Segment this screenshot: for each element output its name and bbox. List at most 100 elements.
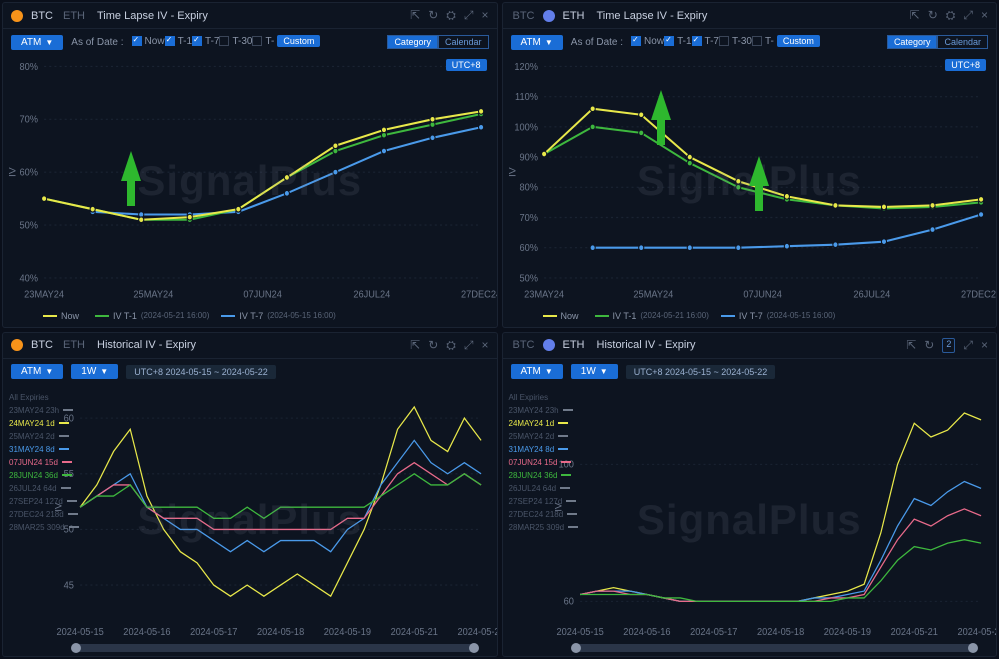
coin-tab-btc[interactable]: BTC — [29, 8, 55, 24]
svg-text:110%: 110% — [515, 92, 538, 104]
check-t-[interactable]: T-Custom — [252, 35, 320, 47]
share-icon[interactable]: ⇱ — [906, 338, 916, 353]
atm-dropdown[interactable]: ATM▼ — [511, 364, 563, 379]
coin-tab-btc[interactable]: BTC — [511, 8, 537, 24]
refresh-icon[interactable]: ↻ — [428, 8, 438, 23]
viewmode-toggle[interactable]: CategoryCalendar — [887, 35, 988, 49]
legend-item: IV T-1(2024-05-21 16:00) — [595, 311, 709, 321]
check-t-7[interactable]: T-7 — [192, 36, 219, 47]
settings-icon[interactable]: ⛭ — [946, 8, 956, 23]
coin-tab-eth[interactable]: ETH — [61, 8, 87, 24]
panel-timelapse-btc: BTC ETH Time Lapse IV - Expiry ⇱ ↻ ⛭ ⤢ ×… — [2, 2, 498, 328]
close-icon[interactable]: × — [981, 8, 988, 23]
legend: NowIV T-1(2024-05-21 16:00)IV T-7(2024-0… — [3, 307, 497, 327]
expiry-item[interactable]: 31MAY24 8d — [509, 443, 579, 456]
expiry-item[interactable]: 26JUL24 64d — [9, 482, 79, 495]
svg-text:25MAY24: 25MAY24 — [633, 289, 673, 301]
check-now[interactable]: Now — [132, 36, 165, 47]
refresh-icon[interactable]: ↻ — [428, 338, 438, 353]
viewmode-calendar[interactable]: Calendar — [937, 35, 988, 49]
svg-text:2024-05-17: 2024-05-17 — [690, 626, 737, 637]
expiry-item[interactable]: 25MAY24 2d — [9, 430, 79, 443]
expiry-item[interactable]: 27SEP24 127d — [9, 495, 79, 508]
atm-dropdown[interactable]: ATM▼ — [511, 35, 563, 50]
expiry-item[interactable]: 27SEP24 127d — [509, 495, 579, 508]
btc-dot-icon — [11, 10, 23, 22]
expiry-item[interactable]: 24MAY24 1d — [9, 417, 79, 430]
timeframe-dropdown[interactable]: 1W▼ — [71, 364, 118, 379]
coin-tab-eth[interactable]: ETH — [561, 8, 587, 24]
expiry-item[interactable]: 28JUN24 36d — [9, 469, 79, 482]
check-now[interactable]: Now — [631, 36, 664, 47]
expiry-item[interactable]: 25MAY24 2d — [509, 430, 579, 443]
count-badge: 2 — [942, 338, 955, 353]
check-t-1[interactable]: T-1 — [664, 36, 691, 47]
expiry-item[interactable]: 28MAR25 309d — [509, 521, 579, 534]
coin-tab-btc[interactable]: BTC — [511, 337, 537, 353]
legend-item: IV T-1(2024-05-21 16:00) — [95, 311, 209, 321]
expiry-item[interactable]: 27DEC24 218d — [9, 508, 79, 521]
svg-text:07JUN24: 07JUN24 — [243, 289, 282, 301]
panel-historical-btc: BTC ETH Historical IV - Expiry ⇱ ↻ ⛭ ⤢ ×… — [2, 332, 498, 658]
time-slider[interactable] — [573, 644, 977, 652]
expiry-item[interactable]: 28JUN24 36d — [509, 469, 579, 482]
svg-text:2024-05-19: 2024-05-19 — [823, 626, 870, 637]
atm-dropdown[interactable]: ATM▼ — [11, 35, 63, 50]
header-actions: ⇱ ↻ ⛭ ⤢ × — [410, 8, 488, 23]
svg-text:23MAY24: 23MAY24 — [24, 289, 64, 301]
coin-tab-btc[interactable]: BTC — [29, 337, 55, 353]
settings-icon[interactable]: ⛭ — [446, 8, 456, 23]
expiry-item[interactable]: 23MAY24 23h — [9, 404, 79, 417]
toolbar: ATM▼ 1W▼ UTC+8 2024-05-15 ~ 2024-05-22 — [3, 359, 497, 385]
legend-item: IV T-7(2024-05-15 16:00) — [221, 311, 335, 321]
svg-text:100%: 100% — [514, 122, 538, 134]
check-t-30[interactable]: T-30 — [219, 36, 252, 47]
refresh-icon[interactable]: ↻ — [924, 338, 934, 353]
expiry-item[interactable]: 07JUN24 15d — [509, 456, 579, 469]
coin-tab-eth[interactable]: ETH — [61, 337, 87, 353]
refresh-icon[interactable]: ↻ — [928, 8, 938, 23]
check-t-1[interactable]: T-1 — [165, 36, 192, 47]
svg-text:2024-05-15: 2024-05-15 — [56, 626, 103, 637]
expand-icon[interactable]: ⤢ — [963, 8, 973, 23]
viewmode-category[interactable]: Category — [887, 35, 938, 49]
atm-dropdown[interactable]: ATM▼ — [11, 364, 63, 379]
check-t-30[interactable]: T-30 — [719, 36, 752, 47]
close-icon[interactable]: × — [481, 8, 488, 23]
share-icon[interactable]: ⇱ — [910, 8, 920, 23]
expiry-item[interactable]: 26JUL24 64d — [509, 482, 579, 495]
eth-dot-icon — [543, 339, 555, 351]
expiry-item[interactable]: 27DEC24 218d — [509, 508, 579, 521]
share-icon[interactable]: ⇱ — [410, 8, 420, 23]
svg-text:40%: 40% — [19, 273, 38, 285]
viewmode-calendar[interactable]: Calendar — [438, 35, 489, 49]
close-icon[interactable]: × — [481, 338, 488, 353]
svg-text:07JUN24: 07JUN24 — [743, 289, 782, 301]
expiry-item[interactable]: 23MAY24 23h — [509, 404, 579, 417]
expiry-legend: All Expiries23MAY24 23h24MAY24 1d25MAY24… — [9, 391, 79, 534]
share-icon[interactable]: ⇱ — [410, 338, 420, 353]
viewmode-toggle[interactable]: CategoryCalendar — [387, 35, 488, 49]
asof-label: As of Date : — [571, 37, 623, 48]
expand-icon[interactable]: ⤢ — [464, 8, 474, 23]
check-t-7[interactable]: T-7 — [692, 36, 719, 47]
expiry-item[interactable]: 24MAY24 1d — [509, 417, 579, 430]
expiry-item[interactable]: 31MAY24 8d — [9, 443, 79, 456]
expand-icon[interactable]: ⤢ — [464, 338, 474, 353]
timeframe-dropdown[interactable]: 1W▼ — [571, 364, 618, 379]
svg-text:2024-05-23: 2024-05-23 — [457, 626, 496, 637]
expiry-item[interactable]: 07JUN24 15d — [9, 456, 79, 469]
svg-text:50%: 50% — [519, 273, 538, 285]
svg-text:120%: 120% — [514, 61, 538, 73]
settings-icon[interactable]: ⛭ — [446, 338, 456, 353]
coin-tab-eth[interactable]: ETH — [561, 337, 587, 353]
close-icon[interactable]: × — [981, 338, 988, 353]
date-range[interactable]: UTC+8 2024-05-15 ~ 2024-05-22 — [626, 365, 776, 379]
check-t-[interactable]: T-Custom — [752, 35, 820, 47]
time-slider[interactable] — [73, 644, 477, 652]
date-range[interactable]: UTC+8 2024-05-15 ~ 2024-05-22 — [126, 365, 276, 379]
toolbar: ATM▼ As of Date : NowT-1T-7T-30T-Custom … — [503, 29, 997, 55]
viewmode-category[interactable]: Category — [387, 35, 438, 49]
expand-icon[interactable]: ⤢ — [963, 338, 973, 353]
expiry-item[interactable]: 28MAR25 309d — [9, 521, 79, 534]
